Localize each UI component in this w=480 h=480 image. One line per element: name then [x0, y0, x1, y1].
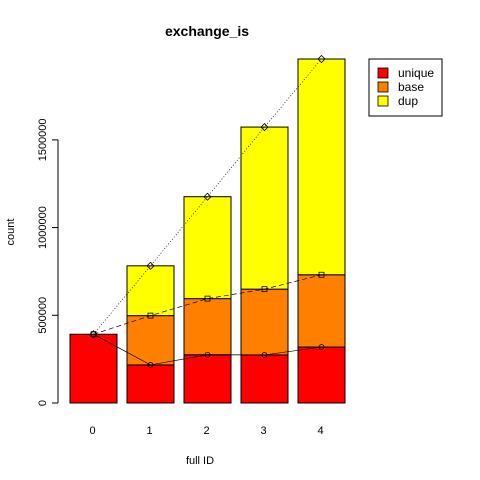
x-tick-label-3: 3 — [260, 425, 266, 437]
y-tick-label-1000000: 1000000 — [37, 206, 49, 249]
bars-group — [69, 58, 346, 404]
marker-unique-4 — [318, 344, 325, 350]
marker-dup-3 — [260, 122, 269, 132]
bar-unique-4 — [297, 346, 346, 404]
bar-base-2 — [183, 298, 232, 356]
marker-base-1 — [147, 312, 154, 319]
marker-unique-1 — [147, 362, 154, 368]
legend-swatch-dup — [377, 95, 389, 107]
x-tick-label-0: 0 — [89, 425, 95, 437]
bar-unique-1 — [126, 364, 175, 404]
bar-dup-1 — [126, 265, 175, 317]
marker-dup-1 — [146, 261, 155, 270]
bar-dup-2 — [183, 196, 232, 300]
marker-dup-2 — [203, 192, 212, 201]
bar-base-3 — [240, 288, 289, 356]
lines-group — [89, 54, 326, 368]
y-tick-label-500000: 500000 — [37, 297, 49, 334]
legend-label-unique: unique — [398, 66, 434, 80]
legend-swatch-unique — [377, 67, 389, 79]
marker-unique-3 — [261, 352, 268, 358]
marker-base-0 — [90, 331, 97, 338]
x-tick-labels: 0 1 2 3 4 — [89, 425, 323, 437]
bar-unique-0 — [69, 333, 118, 404]
x-tick-label-2: 2 — [203, 425, 209, 437]
legend-swatch-base — [377, 81, 389, 93]
bar-base-4 — [297, 274, 346, 348]
y-tick-label-0: 0 — [37, 400, 49, 406]
x-tick-label-1: 1 — [146, 425, 152, 437]
line-unique — [93, 333, 322, 366]
marker-base-2 — [204, 295, 211, 302]
y-axis: 0 500000 1000000 1500000 — [37, 118, 59, 406]
legend-label-dup: dup — [398, 94, 418, 108]
x-tick-label-4: 4 — [317, 425, 323, 437]
marker-base-4 — [318, 271, 325, 278]
y-axis-label: count — [5, 219, 17, 246]
marker-dup-4 — [317, 54, 326, 64]
chart-title: exchange_is — [165, 23, 249, 39]
y-tick-label-1500000: 1500000 — [37, 118, 49, 161]
x-axis-label: full ID — [186, 455, 214, 467]
marker-base-3 — [261, 286, 268, 293]
bar-unique-3 — [240, 354, 289, 404]
bar-unique-2 — [183, 354, 232, 404]
line-base — [93, 274, 322, 335]
bar-dup-4 — [297, 58, 346, 276]
marker-dup-0 — [89, 330, 98, 339]
legend-label-base: base — [398, 80, 424, 94]
marker-unique-2 — [204, 351, 211, 358]
bar-base-1 — [126, 315, 175, 366]
bar-dup-3 — [240, 126, 289, 290]
